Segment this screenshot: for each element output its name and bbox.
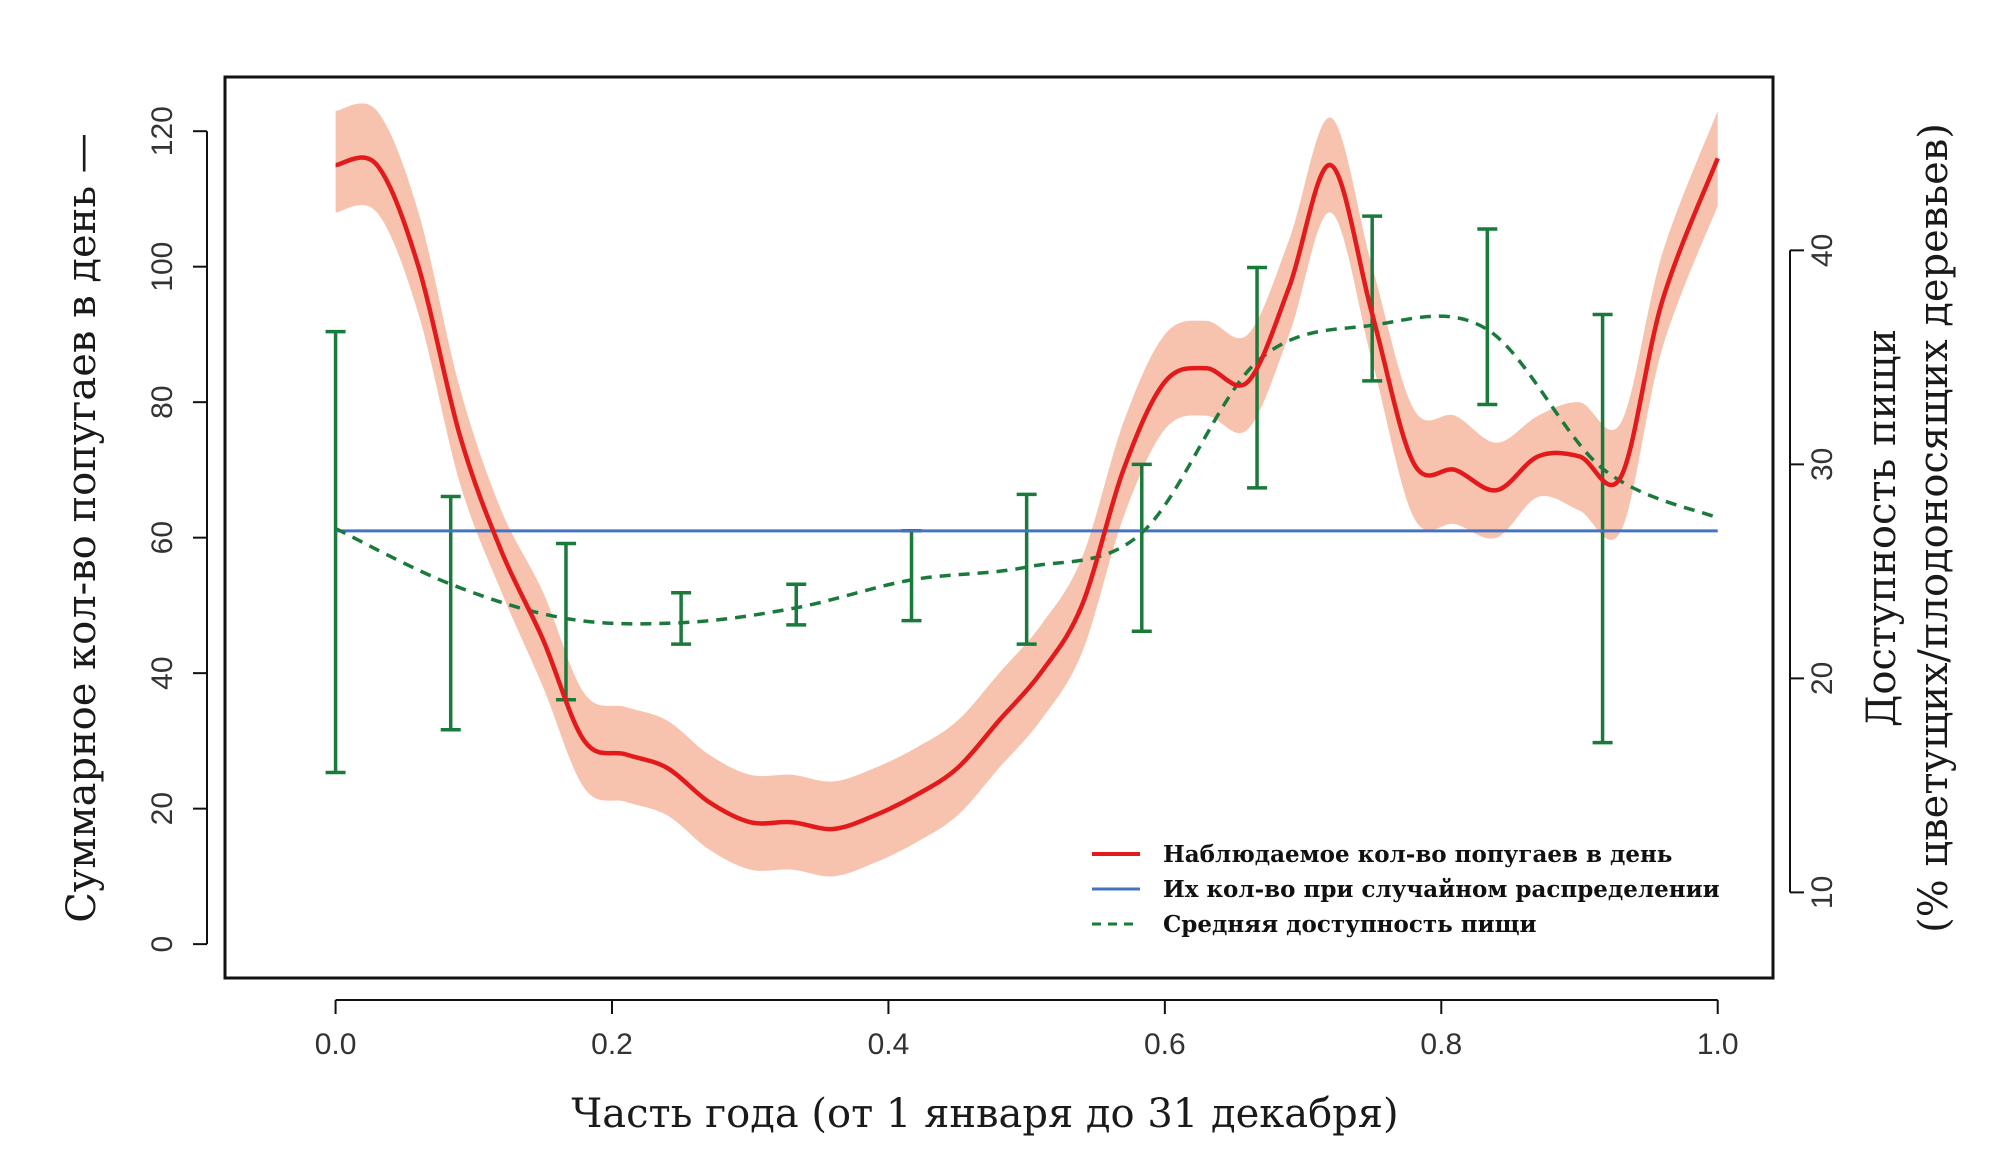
y-left-tick-label: 20 — [146, 792, 179, 825]
x-axis: 0.0 0.2 0.4 0.6 0.8 1.0 — [315, 999, 1739, 1061]
x-tick-label: 0.2 — [591, 1028, 633, 1061]
plot-frame — [223, 75, 1775, 980]
y-axis-right: 10 20 30 40 — [1789, 234, 1839, 909]
error-bar-layer — [325, 214, 1613, 775]
y-axis-right-title-line1: Доступность пищи — [1859, 329, 1905, 727]
y-right-tick-label: 30 — [1806, 448, 1839, 481]
y-left-tick-label: 80 — [146, 385, 179, 418]
x-tick-label: 0.0 — [315, 1028, 357, 1061]
y-left-tick-label: 120 — [146, 106, 179, 156]
y-right-tick-label: 40 — [1806, 234, 1839, 267]
x-tick-label: 0.6 — [1144, 1028, 1186, 1061]
y-axis-left: 0 20 40 60 80 100 120 — [146, 106, 208, 953]
y-right-tick-label: 20 — [1806, 662, 1839, 695]
y-left-tick-label: 0 — [146, 936, 179, 953]
legend: Наблюдаемое кол-во попугаев в день Их ко… — [1092, 841, 1720, 938]
confidence-band-layer — [335, 103, 1718, 877]
x-tick-label: 0.4 — [868, 1028, 910, 1061]
y-left-tick-label: 60 — [146, 521, 179, 554]
confidence-band — [335, 103, 1718, 877]
x-axis-title: Часть года (от 1 января до 31 декабря) — [571, 1091, 1398, 1137]
food-availability-line — [334, 314, 1719, 626]
x-tick-label: 1.0 — [1697, 1028, 1739, 1061]
legend-label-observed: Наблюдаемое кол-во попугаев в день — [1163, 841, 1672, 868]
y-left-tick-label: 40 — [146, 656, 179, 689]
series-line-layer — [334, 155, 1720, 832]
y-right-tick-label: 10 — [1806, 876, 1839, 909]
y-axis-left-title: Суммарное кол-во попугаев в день — — [59, 133, 105, 923]
y-axis-right-title-line2: (% цветущих/плодоносящих деревьев) — [1911, 123, 1957, 933]
legend-label-food: Средняя доступность пищи — [1163, 911, 1537, 938]
observed-line — [335, 155, 1720, 832]
x-tick-label: 0.8 — [1420, 1028, 1462, 1061]
legend-label-random: Их кол-во при случайном распределении — [1163, 876, 1720, 903]
y-left-tick-label: 100 — [146, 242, 179, 292]
